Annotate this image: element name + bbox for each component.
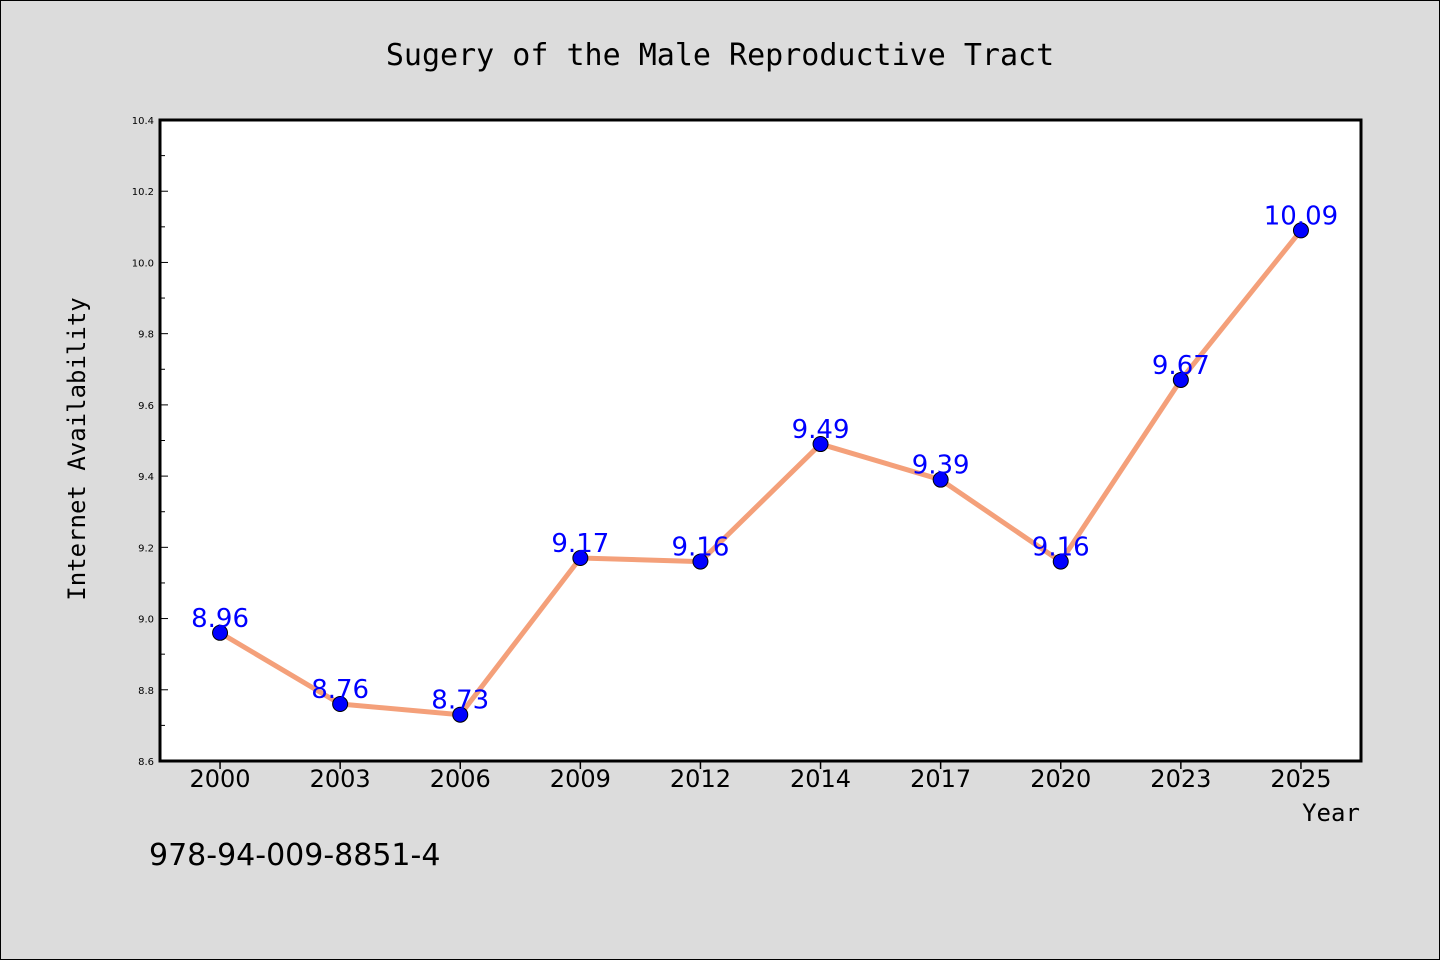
data-point: [932, 471, 949, 488]
y-tick-label: 8.8: [138, 686, 154, 697]
x-tick-label: 2025: [1270, 765, 1331, 793]
data-point: [452, 706, 469, 723]
y-axis-label: Internet Availability: [63, 297, 91, 600]
y-tick-label: 10.2: [132, 187, 154, 198]
x-tick-label: 2006: [430, 765, 491, 793]
data-label: 9.16: [1032, 533, 1090, 563]
x-axis: 2000 2003 2006 2009 2012 2014 2017 2020 2023 2025: [190, 761, 1331, 793]
data-label: 9.67: [1152, 351, 1210, 381]
data-point: [1052, 553, 1069, 570]
isbn-text: 978-94-009-8851-4: [149, 838, 440, 873]
y-tick-label: 10.4: [132, 116, 154, 127]
y-tick-label: 9.6: [138, 401, 154, 412]
chart-title: Sugery of the Male Reproductive Tract: [386, 38, 1054, 73]
data-point: [1292, 222, 1309, 239]
x-tick-label: 2014: [790, 765, 851, 793]
data-label: 9.17: [551, 529, 609, 559]
data-point: [332, 696, 349, 713]
y-tick-label: 10.0: [132, 258, 154, 269]
data-point: [812, 436, 829, 453]
data-label: 10.09: [1264, 201, 1338, 231]
y-tick-label: 9.0: [138, 615, 154, 626]
x-tick-label: 2000: [190, 765, 251, 793]
x-tick-label: 2023: [1150, 765, 1211, 793]
x-tick-label: 2012: [670, 765, 731, 793]
x-tick-label: 2003: [310, 765, 371, 793]
data-labels: 8.96 8.76 8.73 9.17 9.16 9.49 9.39 9.16 9.67 10.0…: [191, 201, 1338, 715]
plot-area: [158, 118, 1363, 763]
data-point: [1172, 371, 1189, 388]
data-label: 8.76: [311, 675, 369, 705]
y-tick-label: 8.6: [138, 757, 154, 768]
data-label: 9.16: [672, 533, 730, 563]
y-tick-label: 9.8: [138, 330, 154, 341]
data-label: 9.49: [792, 415, 850, 445]
series-line: [217, 227, 1304, 718]
data-point: [212, 624, 229, 641]
x-tick-label: 2020: [1030, 765, 1091, 793]
data-point: [572, 550, 589, 567]
data-label: 8.96: [191, 604, 249, 634]
data-label: 8.73: [431, 686, 489, 716]
data-markers: [212, 222, 1309, 723]
y-tick-label: 9.4: [138, 472, 154, 483]
data-label: 9.39: [912, 451, 970, 481]
x-tick-label: 2009: [550, 765, 611, 793]
x-axis-label: Year: [1302, 799, 1360, 827]
y-axis: 8.6 8.8 9.0 9.2 9.4 9.6 9.8 10.0 10.2 10.4: [132, 116, 168, 768]
x-tick-label: 2017: [910, 765, 971, 793]
y-tick-label: 9.2: [138, 543, 154, 554]
data-point: [692, 553, 709, 570]
